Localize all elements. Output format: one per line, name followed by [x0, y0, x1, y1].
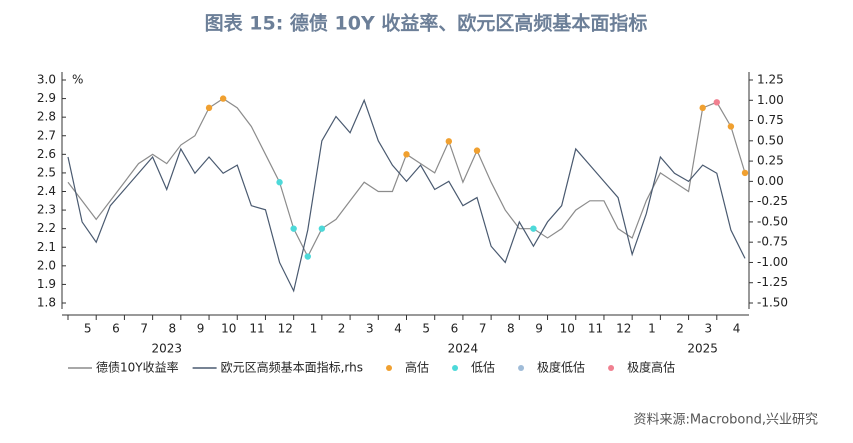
- x-tick-label: 11: [249, 322, 264, 336]
- y-tick-label: 2.3: [37, 203, 56, 217]
- x-tick-label: 5: [422, 322, 430, 336]
- y-tick-label: 3.0: [37, 73, 56, 87]
- year-label: 2025: [687, 342, 718, 356]
- legend-label: 低估: [471, 361, 495, 375]
- y2-tick-label: 0.00: [757, 174, 784, 188]
- valuation-dot: [727, 123, 735, 130]
- x-tick-label: 9: [535, 322, 543, 336]
- legend-swatch: [518, 365, 525, 371]
- legend-label: 德债10Y收益率: [96, 360, 179, 375]
- x-tick-label: 4: [733, 322, 741, 336]
- x-tick-label: 4: [394, 322, 402, 336]
- x-tick-label: 1: [310, 322, 318, 336]
- y2-tick-label: 0.25: [757, 154, 784, 168]
- y-tick-label: 2.0: [37, 258, 56, 272]
- x-tick-label: 3: [705, 322, 713, 336]
- x-tick-label: 5: [84, 322, 92, 336]
- chart-title: 图表 15: 德债 10Y 收益率、欧元区高频基本面指标: [205, 12, 648, 35]
- valuation-dot: [473, 147, 481, 154]
- y-tick-label: 2.9: [37, 91, 56, 105]
- valuation-dot: [445, 138, 453, 145]
- x-tick-label: 6: [451, 322, 459, 336]
- y2-tick-label: 0.75: [757, 113, 784, 127]
- x-tick-label: 3: [366, 322, 374, 336]
- valuation-dot: [205, 104, 213, 112]
- y-tick-label: 1.8: [37, 296, 56, 310]
- x-tick-label: 2: [338, 322, 346, 336]
- legend-swatch: [608, 365, 615, 371]
- y2-tick-label: 0.50: [757, 133, 784, 147]
- x-tick-label: 7: [479, 322, 487, 336]
- valuation-dot: [219, 95, 227, 102]
- y2-tick-label: -1.50: [757, 296, 788, 310]
- y2-tick-label: -1.00: [757, 255, 788, 269]
- y-tick-label: 2.5: [37, 165, 56, 179]
- valuation-dot: [276, 179, 283, 186]
- y-tick-label: 2.7: [37, 128, 56, 142]
- y2-tick-label: -0.75: [757, 235, 788, 249]
- y2-tick-label: -0.25: [757, 194, 788, 208]
- valuation-dot: [699, 104, 706, 112]
- y2-tick-label: 1.00: [757, 93, 784, 107]
- y-unit: %: [72, 73, 83, 87]
- y-tick-label: 2.6: [37, 147, 56, 161]
- source: 资料来源:Macrobond,兴业研究: [633, 413, 818, 428]
- x-tick-label: 12: [278, 322, 293, 336]
- x-tick-label: 10: [221, 322, 236, 336]
- legend-swatch: [452, 365, 459, 371]
- valuation-dot: [318, 225, 326, 232]
- legend-label: 高估: [405, 360, 429, 375]
- x-tick-label: 1: [648, 322, 656, 336]
- y-tick-label: 2.2: [37, 221, 56, 235]
- x-tick-label: 8: [169, 322, 177, 336]
- y2-tick-label: -0.50: [757, 214, 788, 228]
- series-line: [67, 97, 746, 258]
- x-tick-label: 11: [588, 322, 603, 336]
- legend-label: 极度低估: [537, 360, 585, 375]
- valuation-dot: [304, 253, 311, 260]
- year-label: 2024: [448, 342, 479, 356]
- valuation-dot: [403, 151, 410, 158]
- y-tick-label: 1.9: [37, 277, 56, 291]
- legend-label: 欧元区高频基本面指标,rhs: [221, 360, 363, 375]
- series-line: [67, 98, 746, 293]
- valuation-dot: [713, 99, 720, 106]
- x-tick-label: 8: [507, 322, 515, 336]
- valuation-dot: [290, 225, 297, 232]
- legend-label: 极度高估: [627, 360, 675, 375]
- x-tick-label: 10: [560, 322, 575, 336]
- x-tick-label: 7: [140, 322, 148, 336]
- valuation-dot: [530, 225, 537, 232]
- year-label: 2023: [151, 342, 182, 356]
- y2-tick-label: 1.25: [757, 73, 784, 87]
- y2-tick-label: -1.25: [757, 275, 788, 289]
- y-tick-label: 2.4: [37, 184, 56, 198]
- legend-swatch: [386, 365, 393, 371]
- x-tick-label: 6: [112, 322, 120, 336]
- x-tick-label: 12: [616, 322, 631, 336]
- valuation-dot: [741, 169, 749, 177]
- x-tick-label: 9: [197, 322, 205, 336]
- y-tick-label: 2.8: [37, 110, 56, 124]
- y-tick-label: 2.1: [37, 240, 56, 254]
- x-tick-label: 2: [676, 322, 684, 336]
